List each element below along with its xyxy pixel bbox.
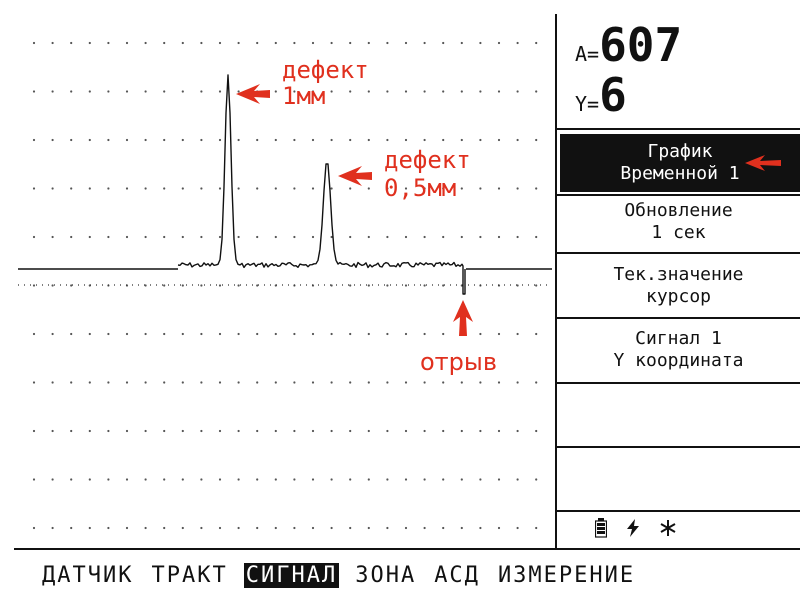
y-readout: Y= 6 xyxy=(575,72,627,118)
menu-item-graph-line1: График xyxy=(647,141,713,162)
menu-separator xyxy=(557,317,800,319)
menu-item-signal-line1: Сигнал 1 xyxy=(635,328,722,349)
panel-divider xyxy=(555,14,557,550)
menu-item-update[interactable]: Обновление 1 сек xyxy=(557,200,800,244)
defect-05mm-label-line2: 0,5мм xyxy=(384,174,456,202)
arrow-up-icon xyxy=(453,300,473,336)
menu-tab-path[interactable]: ТРАКТ xyxy=(151,563,228,588)
status-icons xyxy=(595,518,677,538)
menu-tab-asd[interactable]: АСД xyxy=(434,563,480,588)
menu-item-update-line2: 1 сек xyxy=(651,222,706,243)
menu-item-update-line1: Обновление xyxy=(624,200,733,221)
menu-separator xyxy=(557,446,800,448)
menu-tab-measurement[interactable]: ИЗМЕРЕНИЕ xyxy=(497,563,636,588)
grid-dots xyxy=(32,41,538,530)
menu-separator xyxy=(557,382,800,384)
menu-item-current-line2: курсор xyxy=(645,286,712,307)
menu-item-signal[interactable]: Сигнал 1 Y координата xyxy=(557,328,800,372)
arrow-left-icon xyxy=(745,155,781,171)
defect-05mm-label-line1: дефект xyxy=(384,146,471,174)
amplitude-value: 607 xyxy=(599,18,683,72)
signal-plot: дефект 1мм дефект 0,5мм отрыв xyxy=(18,41,552,530)
menu-item-empty-2[interactable] xyxy=(557,450,800,508)
right-panel: A= 607 Y= 6 График Временной 1 Обновлени… xyxy=(557,14,800,548)
menu-separator xyxy=(557,194,800,196)
defect-05mm-annotation: дефект 0,5мм xyxy=(338,146,471,202)
menu-separator xyxy=(557,128,800,130)
signal-trace xyxy=(177,74,466,295)
menu-tab-zone[interactable]: ЗОНА xyxy=(355,563,417,588)
menu-item-graph[interactable]: График Временной 1 xyxy=(560,134,800,192)
break-annotation: отрыв xyxy=(420,300,497,376)
bottom-divider xyxy=(14,548,800,550)
y-value: 6 xyxy=(599,68,627,122)
menu-item-current-line1: Тек.значение xyxy=(613,264,744,285)
menu-tab-signal[interactable]: СИГНАЛ xyxy=(243,563,340,588)
amplitude-readout: A= 607 xyxy=(575,22,682,68)
menu-item-current-value[interactable]: Тек.значение курсор xyxy=(557,264,800,308)
y-label: Y= xyxy=(575,92,600,116)
break-label: отрыв xyxy=(420,348,497,376)
menu-item-empty-1[interactable] xyxy=(557,386,800,444)
defect-1mm-label-line2: 1мм xyxy=(282,82,325,110)
battery-icon xyxy=(595,518,607,538)
amplitude-label: A= xyxy=(575,42,600,66)
arrow-icon xyxy=(236,84,270,104)
arrow-icon xyxy=(338,166,372,186)
lightning-icon xyxy=(627,519,639,537)
menu-separator xyxy=(557,510,800,512)
menu-separator xyxy=(557,252,800,254)
defect-1mm-annotation: дефект 1мм xyxy=(236,56,369,110)
asterisk-icon xyxy=(660,520,676,536)
menu-tab-sensor[interactable]: ДАТЧИК xyxy=(42,563,134,588)
defect-1mm-label-line1: дефект xyxy=(282,56,369,84)
menu-item-signal-line2: Y координата xyxy=(613,350,744,371)
menu-item-graph-line2: Временной 1 xyxy=(620,163,740,184)
bottom-menu: ДАТЧИК ТРАКТ СИГНАЛ ЗОНА АСД ИЗМЕРЕНИЕ xyxy=(40,563,637,588)
